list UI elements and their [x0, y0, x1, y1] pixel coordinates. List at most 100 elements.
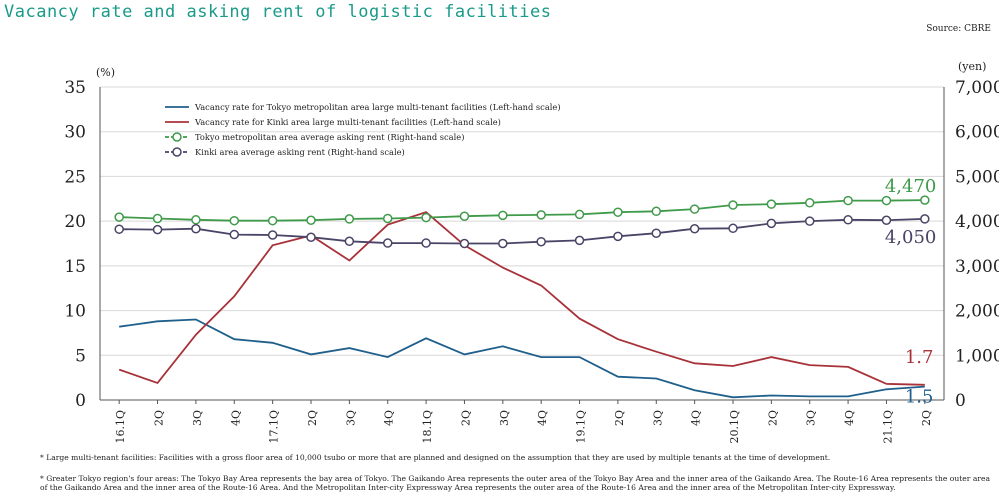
legend-marker: [172, 147, 182, 157]
series-line-2: [119, 199, 925, 222]
legend-marker: [172, 132, 182, 142]
y-left-tick-label: 10: [64, 302, 86, 322]
x-tick-label: 2Q: [766, 410, 779, 426]
series-point-3: [804, 216, 815, 226]
series-point-3: [843, 215, 853, 225]
series-point-2: [382, 213, 393, 224]
legend-label: Kinki area average asking rent (Right-ha…: [195, 147, 405, 157]
footnote-tokyo-areas: * Greater Tokyo region's four areas: The…: [40, 474, 990, 492]
x-tick-label: 4Q: [229, 410, 242, 426]
x-tick-label: 4Q: [843, 410, 856, 426]
series-point-2: [459, 211, 470, 221]
series-point-3: [689, 223, 700, 234]
y-left-tick-label: 30: [64, 123, 86, 143]
series-point-3: [344, 236, 355, 247]
series-point-2: [920, 195, 930, 205]
y-right-tick-label: 4,000: [955, 212, 999, 232]
end-value-label: 1.7: [905, 347, 934, 368]
series-point-3: [651, 228, 662, 238]
series-point-2: [766, 199, 777, 209]
series-point-2: [613, 207, 623, 217]
series-point-2: [881, 195, 892, 206]
x-tick-label: 2Q: [920, 410, 933, 426]
series-point-3: [152, 224, 163, 235]
end-value-label: 4,470: [885, 176, 937, 197]
y-left-tick-label: 5: [75, 346, 86, 366]
x-tick-label: 3Q: [805, 410, 818, 426]
y-right-tick-label: 1,000: [955, 346, 999, 366]
x-tick-label: 17.1Q: [268, 410, 281, 444]
y-left-tick-label: 0: [75, 391, 86, 411]
series-point-2: [804, 198, 815, 208]
x-tick-label: 16.1Q: [114, 410, 127, 444]
series-point-2: [728, 200, 738, 210]
source-label: Source: CBRE: [926, 24, 991, 34]
series-line-0: [119, 318, 925, 399]
y-right-tick-label: 3,000: [955, 257, 999, 277]
x-tick-label: 21.1Q: [881, 410, 894, 444]
series-point-3: [382, 238, 393, 248]
series-point-3: [191, 223, 201, 234]
legend-label: Vacancy rate for Tokyo metropolitan area…: [194, 102, 561, 112]
series-point-3: [421, 238, 431, 248]
x-tick-label: 18.1Q: [421, 410, 434, 444]
legend-label: Vacancy rate for Kinki area large multi-…: [194, 117, 501, 127]
series-point-3: [306, 232, 316, 242]
legend-label: Tokyo metropolitan area average asking r…: [195, 132, 464, 142]
series-point-2: [421, 212, 431, 223]
y-left-tick-label: 25: [64, 167, 86, 187]
series-point-2: [306, 215, 316, 225]
series-point-3: [267, 230, 278, 240]
series-point-2: [152, 213, 163, 224]
series-point-3: [920, 214, 930, 224]
series-point-2: [498, 210, 508, 221]
x-tick-label: 3Q: [498, 410, 511, 426]
y-left-axis-label: (%): [96, 66, 115, 79]
x-tick-label: 4Q: [536, 410, 549, 426]
series-point-3: [766, 218, 777, 229]
end-value-label: 1.5: [905, 387, 934, 408]
series-point-3: [574, 235, 585, 246]
x-tick-label: 4Q: [383, 410, 396, 426]
series-point-3: [728, 223, 738, 234]
series-point-2: [267, 215, 278, 226]
y-right-tick-label: 5,000: [955, 167, 999, 187]
x-tick-label: 19.1Q: [575, 410, 588, 444]
series-point-3: [229, 229, 240, 240]
y-left-tick-label: 15: [64, 257, 86, 277]
series-point-2: [574, 209, 585, 220]
y-right-tick-label: 2,000: [955, 302, 999, 322]
x-tick-label: 3Q: [651, 410, 664, 426]
y-right-tick-label: 6,000: [955, 123, 999, 143]
y-right-axis-label: (yen): [958, 60, 986, 73]
x-tick-label: 2Q: [153, 410, 166, 426]
y-left-tick-label: 20: [64, 212, 86, 232]
y-right-tick-label: 7,000: [955, 78, 999, 98]
series-point-2: [114, 212, 124, 222]
series-line-3: [119, 218, 925, 245]
series-point-2: [536, 210, 546, 220]
series-point-3: [613, 231, 623, 242]
chart-title: Vacancy rate and asking rent of logistic…: [4, 2, 552, 22]
x-tick-label: 3Q: [191, 410, 204, 426]
x-tick-label: 2Q: [613, 410, 626, 426]
series-point-2: [843, 195, 853, 206]
series-point-3: [536, 236, 546, 247]
series-point-3: [498, 238, 508, 249]
x-tick-label: 20.1Q: [728, 410, 741, 444]
x-tick-label: 4Q: [690, 410, 703, 426]
x-tick-label: 3Q: [344, 410, 357, 426]
series-point-2: [689, 204, 700, 214]
y-left-tick-label: 35: [64, 78, 86, 98]
series-point-3: [881, 215, 892, 225]
y-right-tick-label: 0: [955, 391, 966, 411]
x-tick-label: 2Q: [459, 410, 472, 426]
series-point-2: [191, 215, 201, 225]
series-line-1: [118, 211, 925, 386]
series-point-2: [229, 215, 240, 226]
series-point-3: [114, 224, 124, 234]
series-point-3: [459, 238, 470, 249]
end-value-label: 4,050: [885, 227, 937, 248]
series-point-2: [344, 214, 355, 224]
